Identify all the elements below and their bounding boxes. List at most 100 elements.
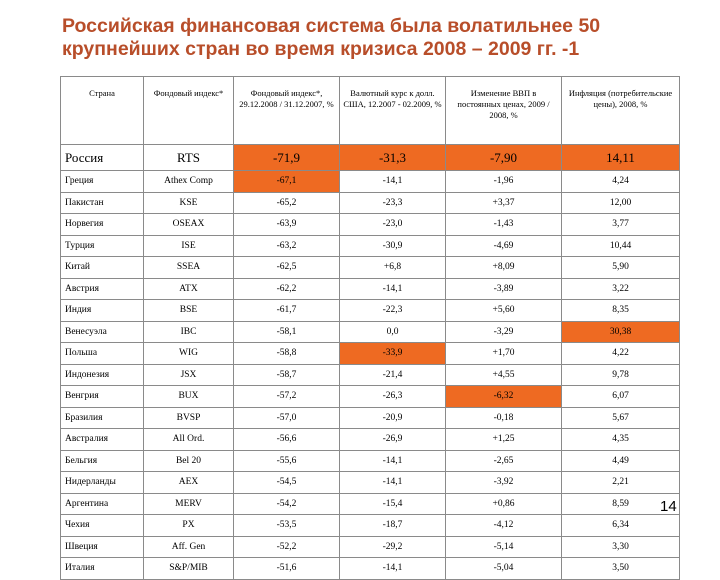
cell-gdp: +1,25 [445,428,562,451]
table-row: Австрия ATX -62,2 -14,1 -3,89 3,22 [60,277,680,300]
cell-fx: -14,1 [339,170,446,193]
table-row: Китай SSEA -62,5 +6,8 +8,09 5,90 [60,256,680,279]
cell-fx: -31,3 [339,144,446,171]
table-row: Венгрия BUX -57,2 -26,3 -6,32 6,07 [60,385,680,408]
page-number: 14 [660,498,677,515]
cell-stock: -53,5 [233,514,340,537]
cell-stock: -67,1 [233,170,340,193]
cell-country: Венесуэла [60,320,144,343]
cell-inflation: 9,78 [561,363,680,386]
cell-stock: -63,2 [233,234,340,257]
cell-stock: -61,7 [233,299,340,322]
cell-country: Австрия [60,277,144,300]
cell-inflation: 14,11 [561,144,680,171]
cell-stock: -52,2 [233,535,340,558]
cell-fx: -18,7 [339,514,446,537]
table-row: Нидерланды AEX -54,5 -14,1 -3,92 2,21 [60,471,680,494]
cell-inflation: 6,34 [561,514,680,537]
cell-gdp: -5,04 [445,557,562,580]
cell-index: MERV [143,492,234,515]
table-row: Турция ISE -63,2 -30,9 -4,69 10,44 [60,234,680,257]
cell-fx: -26,3 [339,385,446,408]
cell-stock: -54,2 [233,492,340,515]
cell-index: SSEA [143,256,234,279]
cell-stock: -55,6 [233,449,340,472]
cell-country: Индонезия [60,363,144,386]
cell-inflation: 12,00 [561,191,680,214]
cell-inflation: 3,22 [561,277,680,300]
cell-fx: -14,1 [339,471,446,494]
cell-index: BSE [143,299,234,322]
cell-gdp: +1,70 [445,342,562,365]
table-row: Венесуэла IBC -58,1 0,0 -3,29 30,38 [60,320,680,343]
cell-index: OSEAX [143,213,234,236]
table-row: Россия RTS -71,9 -31,3 -7,90 14,11 [60,144,680,171]
table-row: Индия BSE -61,7 -22,3 +5,60 8,35 [60,299,680,322]
table-row: Польша WIG -58,8 -33,9 +1,70 4,22 [60,342,680,365]
cell-country: Австралия [60,428,144,451]
cell-country: Швеция [60,535,144,558]
table-row: Индонезия JSX -58,7 -21,4 +4,55 9,78 [60,363,680,386]
cell-inflation: 4,22 [561,342,680,365]
cell-country: Китай [60,256,144,279]
cell-stock: -62,5 [233,256,340,279]
cell-gdp: -4,12 [445,514,562,537]
cell-inflation: 30,38 [561,320,680,343]
cell-stock: -57,2 [233,385,340,408]
table-row: Австралия All Ord. -56,6 -26,9 +1,25 4,35 [60,428,680,451]
table-row: Италия S&P/MIB -51,6 -14,1 -5,04 3,50 [60,557,680,580]
cell-country: Польша [60,342,144,365]
cell-stock: -71,9 [233,144,340,171]
cell-gdp: +4,55 [445,363,562,386]
cell-inflation: 4,35 [561,428,680,451]
cell-index: Bel 20 [143,449,234,472]
cell-fx: -15,4 [339,492,446,515]
cell-gdp: -3,89 [445,277,562,300]
cell-fx: -14,1 [339,557,446,580]
header-country: Страна [60,76,144,145]
cell-index: KSE [143,191,234,214]
cell-stock: -56,6 [233,428,340,451]
table-row: Аргентина MERV -54,2 -15,4 +0,86 8,59 [60,492,680,515]
cell-fx: -14,1 [339,449,446,472]
cell-stock: -57,0 [233,406,340,429]
table-row: Норвегия OSEAX -63,9 -23,0 -1,43 3,77 [60,213,680,236]
cell-inflation: 5,90 [561,256,680,279]
cell-fx: 0,0 [339,320,446,343]
cell-fx: +6,8 [339,256,446,279]
cell-index: S&P/MIB [143,557,234,580]
header-stock-change: Фондовый индекс*, 29.12.2008 / 31.12.200… [233,76,340,145]
cell-stock: -62,2 [233,277,340,300]
cell-fx: -20,9 [339,406,446,429]
cell-index: ATX [143,277,234,300]
cell-index: RTS [143,144,234,171]
cell-country: Нидерланды [60,471,144,494]
header-gdp-change: Изменение ВВП в постоянных ценах, 2009 /… [445,76,562,145]
cell-fx: -23,3 [339,191,446,214]
table-row: Бельгия Bel 20 -55,6 -14,1 -2,65 4,49 [60,449,680,472]
cell-index: All Ord. [143,428,234,451]
header-fx-change: Валютный курс к долл. США, 12.2007 - 02.… [339,76,446,145]
cell-inflation: 3,77 [561,213,680,236]
cell-stock: -58,1 [233,320,340,343]
cell-inflation: 2,21 [561,471,680,494]
cell-country: Бразилия [60,406,144,429]
cell-fx: -30,9 [339,234,446,257]
cell-gdp: -7,90 [445,144,562,171]
cell-gdp: +5,60 [445,299,562,322]
cell-gdp: -3,29 [445,320,562,343]
cell-inflation: 10,44 [561,234,680,257]
table-row: Бразилия BVSP -57,0 -20,9 -0,18 5,67 [60,406,680,429]
cell-index: BVSP [143,406,234,429]
cell-country: Венгрия [60,385,144,408]
table-row: Греция Athex Comp -67,1 -14,1 -1,96 4,24 [60,170,680,193]
cell-index: ISE [143,234,234,257]
cell-index: IBC [143,320,234,343]
cell-gdp: +0,86 [445,492,562,515]
cell-country: Норвегия [60,213,144,236]
cell-fx: -14,1 [339,277,446,300]
cell-fx: -29,2 [339,535,446,558]
cell-stock: -58,8 [233,342,340,365]
cell-index: Aff. Gen [143,535,234,558]
cell-gdp: -1,43 [445,213,562,236]
